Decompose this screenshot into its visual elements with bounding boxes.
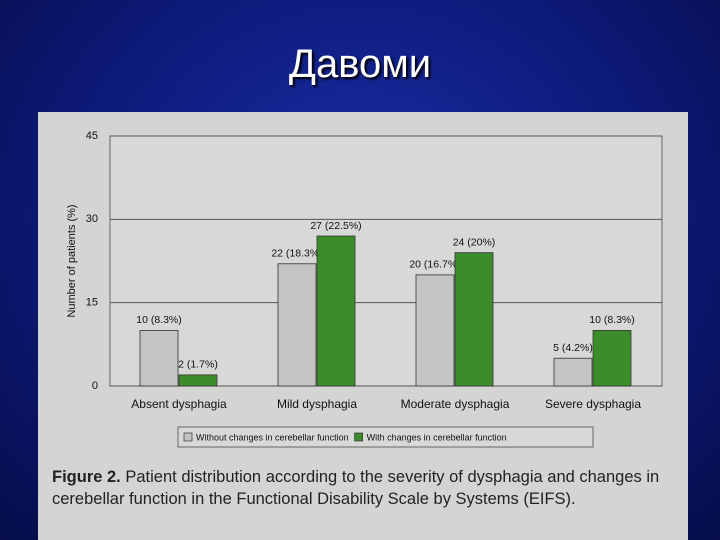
value-label: 2 (1.7%) [178, 359, 218, 371]
bar [553, 357, 593, 387]
bar [316, 235, 356, 387]
y-tick-label: 0 [92, 380, 98, 392]
x-tick-label: Mild dysphagia [277, 397, 357, 411]
bar [139, 330, 179, 387]
y-tick-label: 30 [86, 213, 98, 225]
y-tick-label: 15 [86, 297, 98, 309]
caption-text: Patient distribution according to the se… [52, 468, 660, 508]
value-label: 27 (22.5%) [310, 220, 361, 232]
legend-label: Without changes in cerebellar function [196, 432, 349, 442]
value-label: 10 (8.3%) [589, 314, 635, 326]
caption-label: Figure 2. [52, 468, 121, 486]
figure-caption: Figure 2. Patient distribution according… [52, 466, 682, 510]
plot-area [109, 135, 663, 387]
bar [178, 374, 218, 387]
bar [415, 274, 455, 387]
value-label: 5 (4.2%) [553, 342, 593, 354]
y-axis-label: Number of patients (%) [66, 204, 78, 317]
legend: Without changes in cerebellar function Wi… [177, 426, 594, 448]
legend-swatch [354, 432, 363, 442]
legend-label: With changes in cerebellar function [367, 432, 507, 442]
bar [454, 252, 494, 387]
y-tick-label: 45 [86, 130, 98, 142]
value-label: 20 (16.7%) [409, 259, 460, 271]
x-tick-label: Severe dysphagia [545, 397, 641, 411]
legend-swatch [183, 432, 193, 442]
value-label: 24 (20%) [453, 236, 496, 248]
figure-panel: 0 15 30 45 Number of patients (%) Absent dysp… [38, 112, 688, 540]
value-label: 10 (8.3%) [136, 314, 182, 326]
bar [277, 263, 317, 387]
x-tick-label: Moderate dysphagia [401, 397, 510, 411]
legend-box [177, 426, 594, 448]
value-label: 22 (18.3%) [271, 248, 322, 260]
x-tick-label: Absent dysphagia [131, 397, 227, 411]
bar [592, 330, 632, 387]
chart: 0 15 30 45 Number of patients (%) Absent dysp… [66, 130, 663, 448]
slide-title: Давоми [288, 42, 432, 86]
